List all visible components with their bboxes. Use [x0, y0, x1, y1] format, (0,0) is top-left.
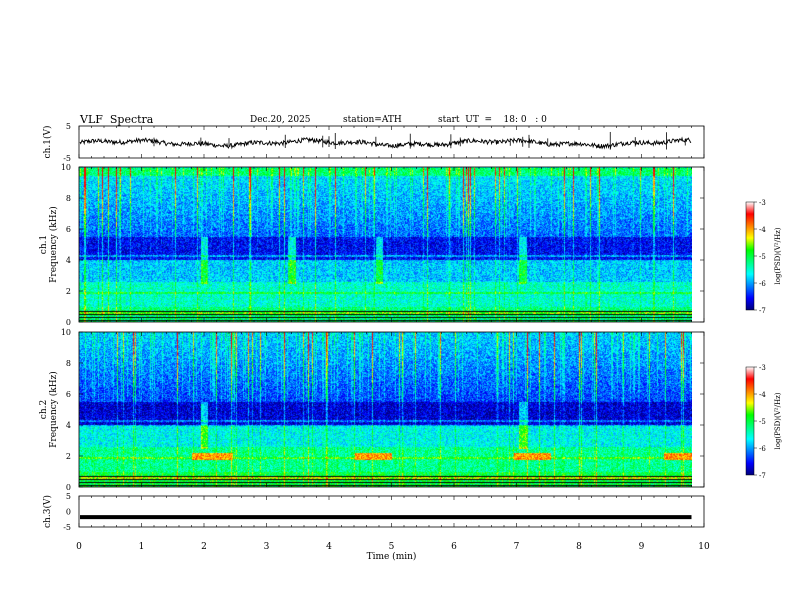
ch3-ylabel: ch.3(V)	[42, 495, 53, 528]
ch1-spectrogram-colorbar-tick: -4	[759, 226, 766, 234]
ch1-spectrogram-panel-ticks	[78, 167, 705, 322]
ch1-spectrogram-ytick-label: 6	[66, 225, 71, 234]
x-tick-label: 2	[201, 542, 207, 552]
ch1-spectrogram-ytick-label: 2	[66, 287, 71, 296]
ch2-spectrogram-ytick-label: 0	[66, 483, 71, 492]
ch1-spectrogram-ytick-label: 10	[61, 163, 71, 172]
ch3-ytick-label: 5	[66, 492, 71, 501]
ch2-spectrogram-panel-ticks	[78, 332, 705, 487]
ch2-spectrogram-ylabel: Frequency (kHz)	[48, 371, 59, 448]
ch1-ytick-label: -5	[63, 154, 71, 163]
ch2-spectrogram-colorbar-tick: -4	[759, 391, 766, 399]
ch1-spectrogram-ytick-label: 0	[66, 318, 71, 327]
chart-title: VLF Spectra	[80, 113, 154, 126]
x-tick-label: 9	[639, 542, 645, 552]
ch1-spectrogram-colorbar-tick: -3	[759, 199, 766, 207]
x-tick-label: 10	[698, 542, 710, 552]
station-label: station=ATH	[343, 115, 402, 125]
ch2-spectrogram-colorbar-tick: -6	[759, 445, 766, 453]
ch2-spectrogram-colorbar	[745, 366, 755, 476]
ch1-ytick-label: 5	[66, 122, 71, 131]
ch3-waveform-panel-ticks	[78, 496, 705, 527]
ch2-spectrogram-ytick-label: 2	[66, 452, 71, 461]
ch1-spectrogram-heatmap-canvas	[79, 167, 692, 322]
ch1-ylabel: ch.1(V)	[42, 126, 53, 159]
ch1-spectrogram-image	[79, 167, 692, 322]
ch1-spectrogram-ytick-label: 8	[66, 194, 71, 203]
ch2-spectrogram-colorbar-tick: -7	[759, 472, 766, 480]
ch3-ytick-label: -5	[63, 523, 71, 532]
x-tick-label: 5	[389, 542, 395, 552]
ch2-spectrogram-image	[79, 332, 692, 487]
x-tick-label: 6	[451, 542, 457, 552]
ch2-spectrogram-heatmap-canvas	[79, 332, 692, 487]
date-label: Dec.20, 2025	[250, 115, 311, 125]
ch1-waveform-panel-ticks	[78, 126, 705, 158]
x-tick-label: 8	[576, 542, 582, 552]
ch1-spectrogram-ylabel: Frequency (kHz)	[48, 206, 59, 283]
x-tick-label: 3	[264, 542, 270, 552]
ch2-spectrogram-colorbar-label: log(PSD)(V²/Hz)	[774, 392, 782, 449]
ch2-spectrogram-ytick-label: 10	[61, 328, 71, 337]
ch1-spectrogram-colorbar-label: log(PSD)(V²/Hz)	[774, 227, 782, 284]
ch1-spectrogram-colorbar-tick: -6	[759, 280, 766, 288]
ch2-spectrogram-ylabel: ch.2	[39, 400, 49, 419]
ch3-waveform-panel	[78, 495, 705, 528]
start-time-label: start UT = 18: 0 : 0	[438, 115, 547, 125]
x-tick-label: 0	[76, 542, 82, 552]
x-axis-label: Time (min)	[367, 551, 417, 562]
ch1-spectrogram-colorbar-tick: -7	[759, 307, 766, 315]
ch2-spectrogram-ytick-label: 8	[66, 359, 71, 368]
ch1-spectrogram-ylabel: ch.1	[39, 235, 49, 254]
x-tick-label: 7	[514, 542, 520, 552]
ch1-spectrogram-ytick-label: 4	[66, 256, 71, 265]
ch1-spectrogram-colorbar-tick: -5	[759, 253, 766, 261]
ch1-spectrogram-colorbar	[745, 201, 755, 311]
ch2-spectrogram-ytick-label: 6	[66, 390, 71, 399]
x-tick-label: 1	[139, 542, 145, 552]
ch2-spectrogram-colorbar-tick: -5	[759, 418, 766, 426]
ch3-ytick-label: 0	[66, 508, 71, 517]
x-tick-label: 4	[326, 542, 332, 552]
ch1-waveform-trace	[79, 136, 692, 150]
ch2-spectrogram-ytick-label: 4	[66, 421, 71, 430]
ch2-spectrogram-colorbar-tick: -3	[759, 364, 766, 372]
